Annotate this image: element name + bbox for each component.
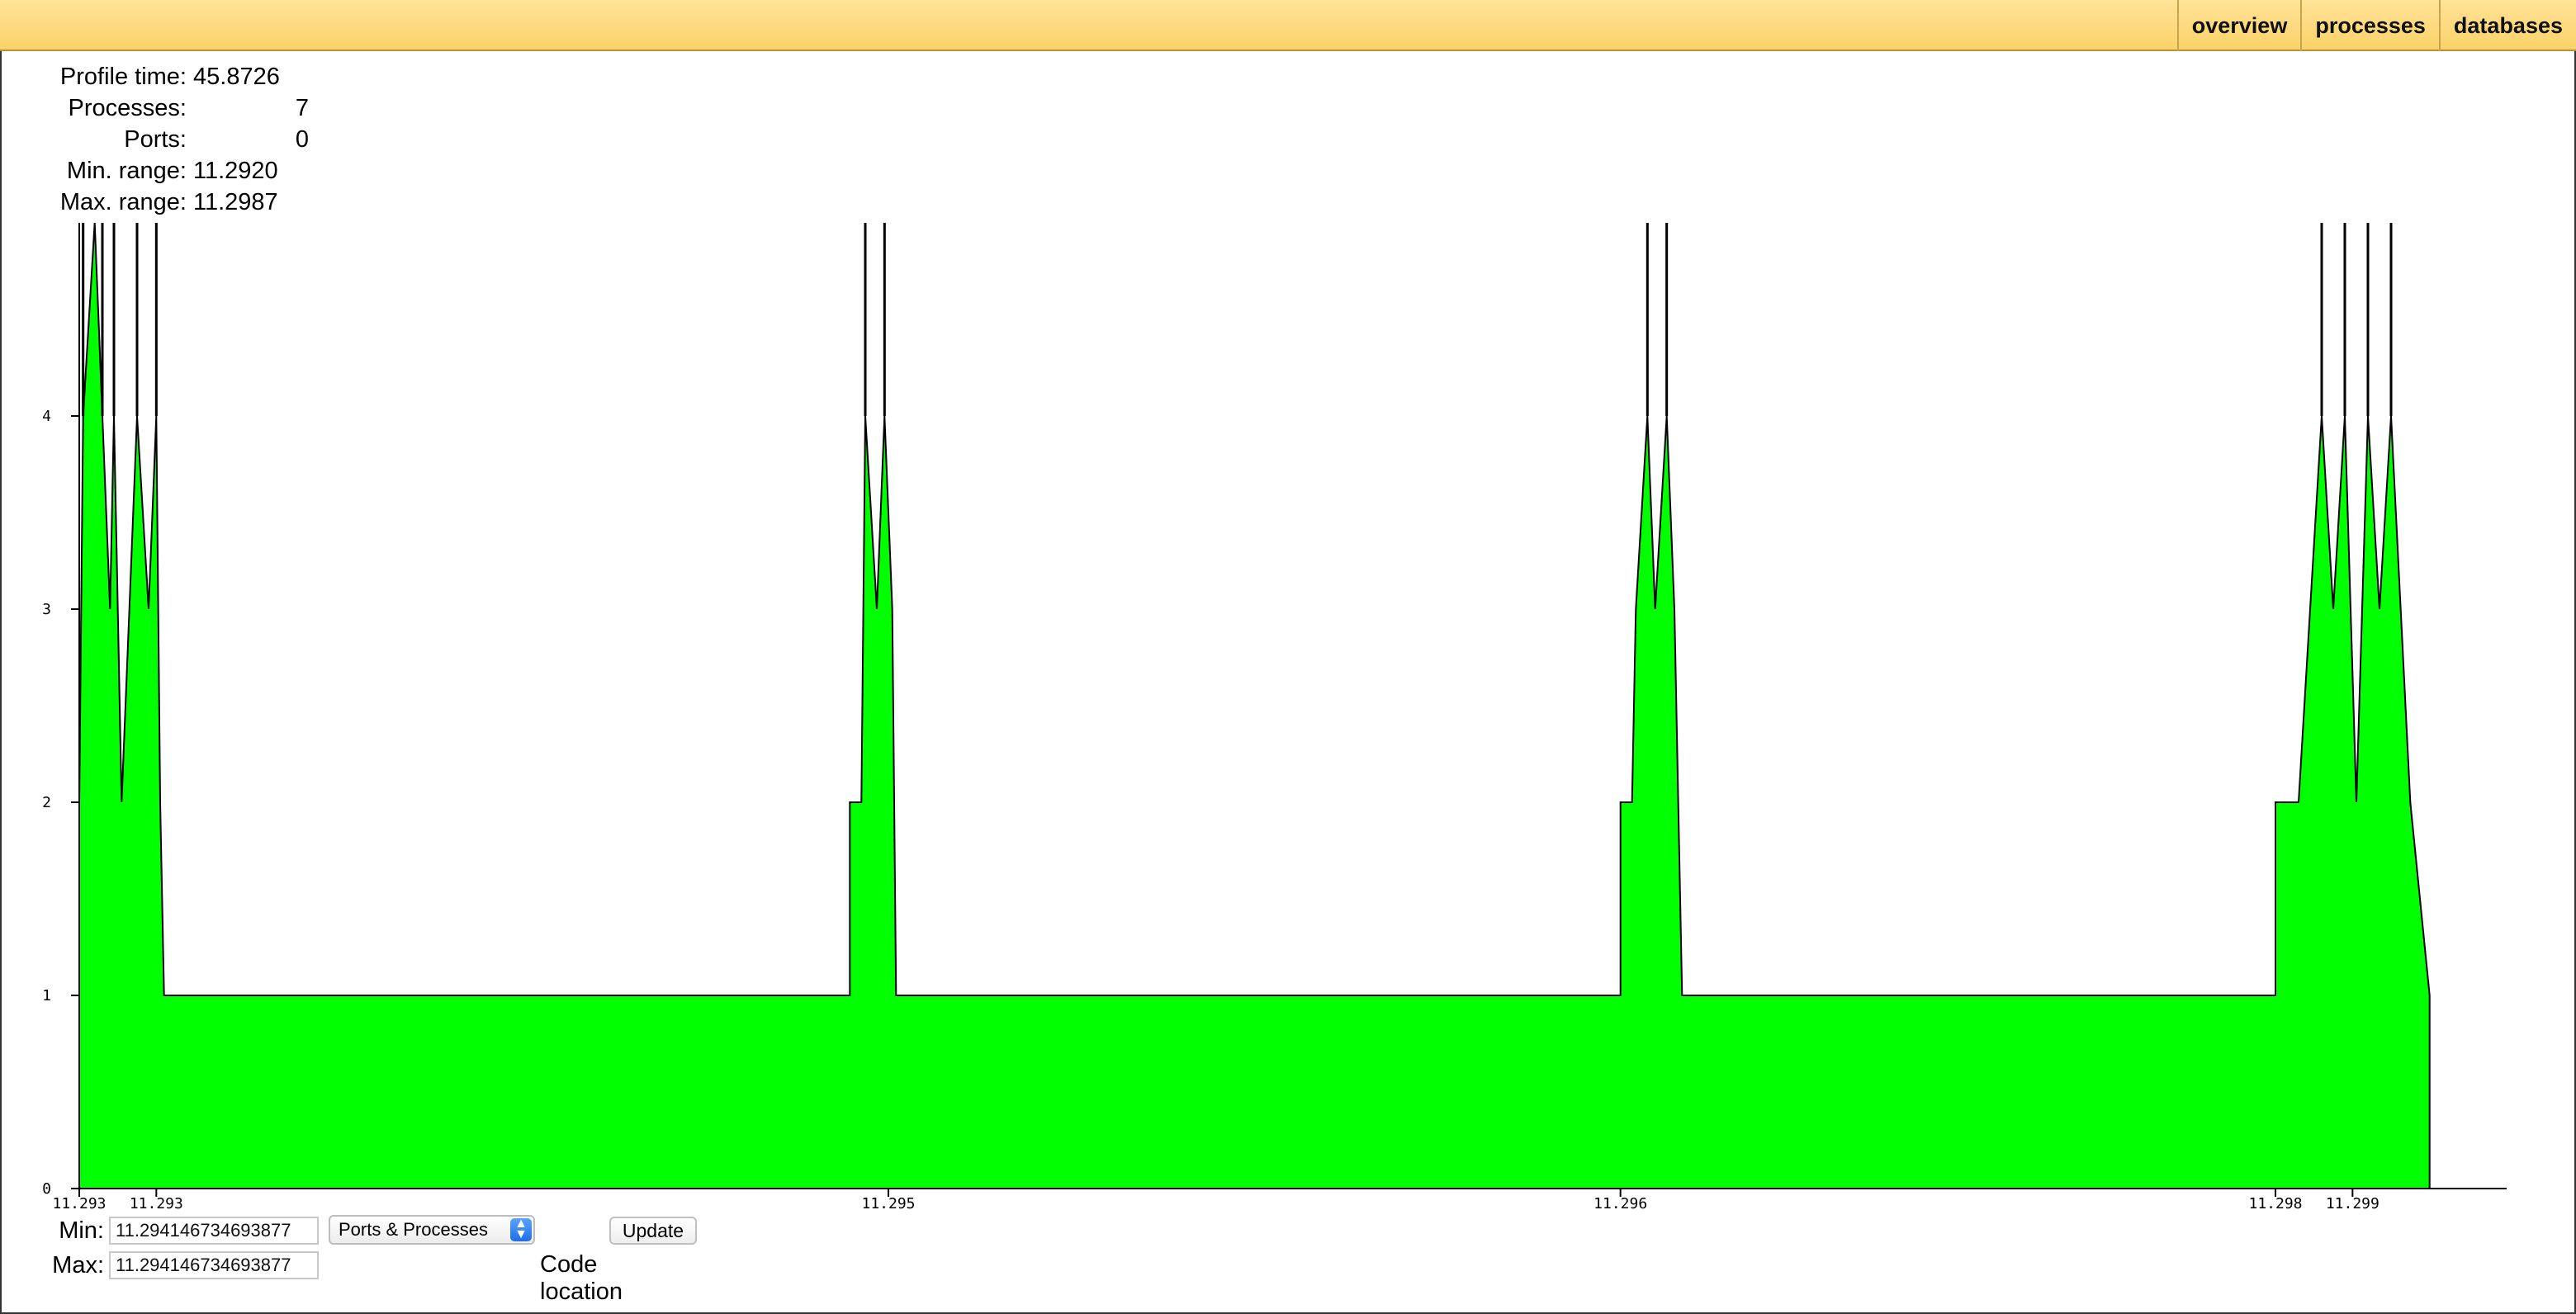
stat-label: Max. range: <box>59 189 187 215</box>
stat-profile-time: Profile time: 45.8726 <box>23 61 309 92</box>
mode-select-value: Ports & Processes <box>339 1219 488 1240</box>
stat-max-range: Max. range: 11.2987 <box>23 187 309 218</box>
stat-label: Processes: <box>68 95 187 121</box>
stat-processes: Processes: 7 <box>23 92 309 124</box>
x-tick-label: 11.299 <box>2326 1195 2379 1212</box>
stat-value: 0 <box>295 126 309 153</box>
y-tick-label: 3 <box>42 601 51 618</box>
nav-processes[interactable]: processes <box>2300 0 2439 51</box>
stat-value: 7 <box>295 95 309 121</box>
stat-label: Min. range: <box>66 158 187 184</box>
stat-label: Ports: <box>124 126 187 153</box>
nav-databases[interactable]: databases <box>2438 0 2576 51</box>
x-tick-label: 11.298 <box>2248 1195 2302 1212</box>
top-nav-bar: overview processes databases <box>0 0 2576 51</box>
nav-overview[interactable]: overview <box>2176 0 2301 51</box>
y-tick-label: 0 <box>42 1180 51 1198</box>
update-button[interactable]: Update <box>609 1217 697 1245</box>
activity-chart[interactable]: 0 1 2 3 4 11.293 11.293 11.295 11.296 11.298 11.29… <box>0 223 2576 1213</box>
max-label: Max: <box>52 1251 104 1279</box>
mode-select[interactable]: Ports & Processes ▲ ▼ <box>329 1215 535 1245</box>
stat-value: 11.2987 <box>193 189 278 215</box>
min-label: Min: <box>59 1217 104 1244</box>
y-tick-label: 4 <box>42 408 51 425</box>
stat-min-range: Min. range: 11.2920 <box>23 155 309 187</box>
code-location-label: Code location <box>540 1251 623 1305</box>
min-row: Min: 11.294146734693877 <box>0 1217 319 1245</box>
y-tick-label: 2 <box>42 794 51 811</box>
stat-value: 45.8726 <box>193 64 280 90</box>
x-tick-label: 11.295 <box>861 1195 915 1212</box>
y-tick-label: 1 <box>42 987 51 1004</box>
x-tick-label: 11.293 <box>130 1195 183 1212</box>
min-input[interactable]: 11.294146734693877 <box>109 1217 319 1245</box>
max-row: Max: 11.294146734693877 <box>0 1251 319 1279</box>
select-arrows-icon: ▲ ▼ <box>510 1217 532 1241</box>
profile-stats: Profile time: 45.8726 Processes: 7 Ports… <box>23 61 309 218</box>
series-area-0 <box>78 223 2431 1189</box>
nav-menu: overview processes databases <box>2176 0 2576 51</box>
stat-value: 11.2920 <box>193 158 278 184</box>
x-tick-label: 11.296 <box>1593 1195 1647 1212</box>
max-input[interactable]: 11.294146734693877 <box>109 1251 319 1279</box>
stat-ports: Ports: 0 <box>23 124 309 155</box>
x-tick-label: 11.293 <box>52 1195 106 1212</box>
stat-label: Profile time: <box>59 64 187 90</box>
